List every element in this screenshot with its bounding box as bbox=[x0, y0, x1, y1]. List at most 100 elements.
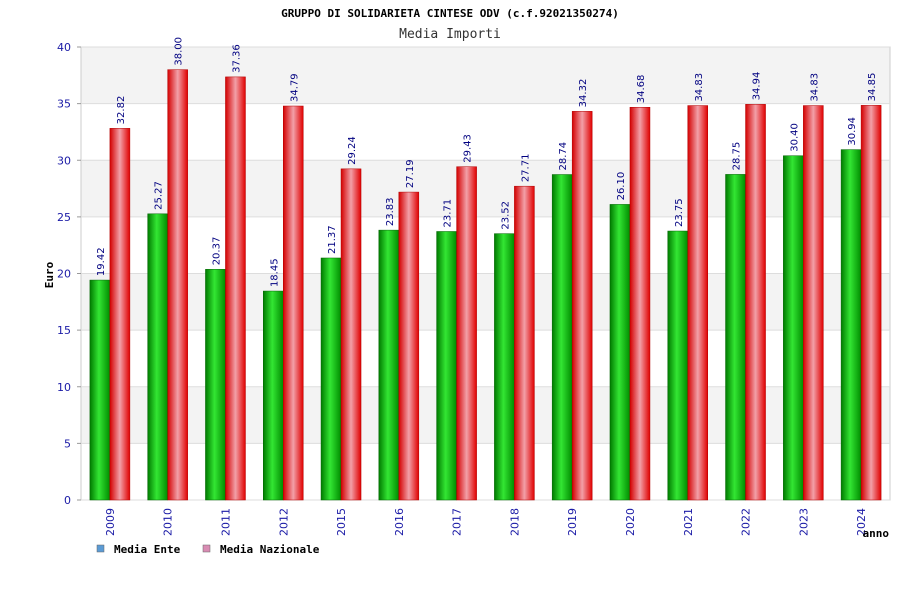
bars: 19.42 32.82 25.27 38.00 20.37 37.36 18.45 34.79… bbox=[89, 37, 882, 501]
bar-media-nazionale bbox=[109, 128, 131, 501]
bar-media-ente bbox=[147, 213, 168, 501]
data-label: 28.75 bbox=[732, 142, 743, 171]
bar-media-ente bbox=[609, 204, 631, 501]
data-label: 19.42 bbox=[96, 247, 107, 276]
bar-media-nazionale bbox=[745, 104, 766, 501]
bar-media-nazionale bbox=[225, 76, 246, 501]
plot-band bbox=[81, 330, 890, 387]
x-tick-label: 2010 bbox=[162, 508, 175, 536]
x-tick-label: 2020 bbox=[624, 508, 637, 536]
data-label: 25.27 bbox=[154, 181, 165, 210]
legend-label: Media Ente bbox=[114, 543, 181, 556]
bar-media-ente bbox=[436, 231, 457, 501]
chart-subtitle: Media Importi bbox=[399, 27, 501, 42]
data-label: 21.37 bbox=[327, 225, 338, 254]
data-label: 30.40 bbox=[789, 123, 800, 152]
data-label: 30.94 bbox=[847, 117, 858, 146]
bar-media-ente bbox=[667, 230, 688, 501]
data-label: 34.32 bbox=[578, 79, 589, 108]
plot-band bbox=[81, 103, 890, 161]
bar-media-nazionale bbox=[629, 106, 651, 501]
plot-band bbox=[81, 216, 890, 274]
bar-media-nazionale bbox=[687, 105, 708, 501]
y-axis-ticks: 0 5 10 15 20 25 30 35 40 bbox=[57, 41, 81, 507]
y-tick-label: 30 bbox=[57, 154, 71, 167]
bar-media-nazionale bbox=[803, 105, 824, 501]
x-tick-label: 2015 bbox=[335, 508, 348, 536]
chart-title: GRUPPO DI SOLIDARIETA CINTESE ODV (c.f.9… bbox=[281, 7, 619, 20]
bar-media-ente bbox=[320, 257, 342, 501]
data-label: 32.82 bbox=[116, 96, 127, 125]
data-label: 34.68 bbox=[636, 75, 647, 104]
bar-media-ente bbox=[725, 174, 746, 501]
plot-band bbox=[81, 47, 890, 104]
bar-media-ente bbox=[89, 279, 111, 501]
data-label: 23.52 bbox=[500, 201, 511, 230]
bar-media-nazionale bbox=[167, 69, 188, 501]
data-label: 18.45 bbox=[269, 258, 280, 287]
y-tick-label: 40 bbox=[57, 41, 71, 54]
data-label: 38.00 bbox=[174, 37, 185, 66]
data-label: 34.83 bbox=[809, 73, 820, 102]
bar-media-ente bbox=[551, 174, 573, 501]
bar-media-nazionale bbox=[398, 191, 420, 501]
x-axis-ticks: 2009 2010 2011 2012 2015 2016 2017 2018 2019 2020… bbox=[104, 508, 868, 536]
bar-media-nazionale bbox=[860, 105, 882, 501]
x-tick-label: 2009 bbox=[104, 508, 117, 536]
bar-media-ente bbox=[205, 269, 226, 501]
x-tick-label: 2024 bbox=[855, 508, 868, 536]
bar-media-nazionale bbox=[571, 111, 593, 501]
data-label: 29.24 bbox=[347, 136, 358, 165]
legend-label: Media Nazionale bbox=[220, 543, 320, 556]
x-axis-title: anno bbox=[863, 527, 890, 540]
plot-band bbox=[81, 443, 890, 500]
plot-band bbox=[81, 386, 890, 444]
data-label: 28.74 bbox=[558, 142, 569, 171]
legend: Media Ente Media Nazionale bbox=[96, 543, 320, 556]
plot-band bbox=[81, 273, 890, 331]
bar-media-nazionale bbox=[340, 168, 362, 501]
x-tick-label: 2017 bbox=[451, 508, 464, 536]
y-tick-label: 0 bbox=[64, 494, 71, 507]
data-label: 27.19 bbox=[405, 159, 416, 188]
bar-media-ente bbox=[783, 155, 804, 501]
data-label: 34.85 bbox=[867, 73, 878, 102]
bar-media-nazionale bbox=[514, 185, 535, 501]
bar-media-nazionale bbox=[283, 105, 304, 501]
y-tick-label: 25 bbox=[57, 211, 71, 224]
y-tick-label: 35 bbox=[57, 98, 71, 111]
bar-media-ente bbox=[494, 233, 515, 501]
data-label: 23.71 bbox=[443, 199, 454, 228]
y-tick-label: 15 bbox=[57, 324, 71, 337]
x-tick-label: 2011 bbox=[219, 508, 232, 536]
y-tick-label: 5 bbox=[64, 437, 71, 450]
data-label: 34.79 bbox=[289, 73, 300, 102]
data-label: 23.83 bbox=[385, 197, 396, 226]
data-label: 26.10 bbox=[616, 172, 627, 201]
x-tick-label: 2023 bbox=[797, 508, 810, 536]
bar-media-ente bbox=[378, 229, 400, 501]
x-tick-label: 2021 bbox=[682, 508, 695, 536]
y-axis-title: Euro bbox=[43, 261, 56, 288]
x-tick-label: 2019 bbox=[566, 508, 579, 536]
plot-band bbox=[81, 160, 890, 217]
legend-swatch bbox=[202, 544, 211, 553]
data-label: 37.36 bbox=[231, 44, 242, 73]
x-tick-label: 2012 bbox=[277, 508, 290, 536]
y-tick-label: 20 bbox=[57, 268, 71, 281]
data-label: 23.75 bbox=[674, 198, 685, 227]
data-label: 20.37 bbox=[211, 237, 222, 266]
data-label: 34.94 bbox=[752, 72, 763, 101]
data-label: 27.71 bbox=[520, 154, 531, 183]
data-label: 29.43 bbox=[463, 134, 474, 163]
bar-media-ente bbox=[263, 290, 284, 501]
bar-media-nazionale bbox=[456, 166, 477, 501]
x-tick-label: 2016 bbox=[393, 508, 406, 536]
x-tick-label: 2018 bbox=[508, 508, 521, 536]
y-tick-label: 10 bbox=[57, 381, 71, 394]
x-tick-label: 2022 bbox=[740, 508, 753, 536]
data-label: 34.83 bbox=[694, 73, 705, 102]
legend-swatch bbox=[96, 544, 105, 553]
bar-media-ente bbox=[840, 149, 862, 501]
